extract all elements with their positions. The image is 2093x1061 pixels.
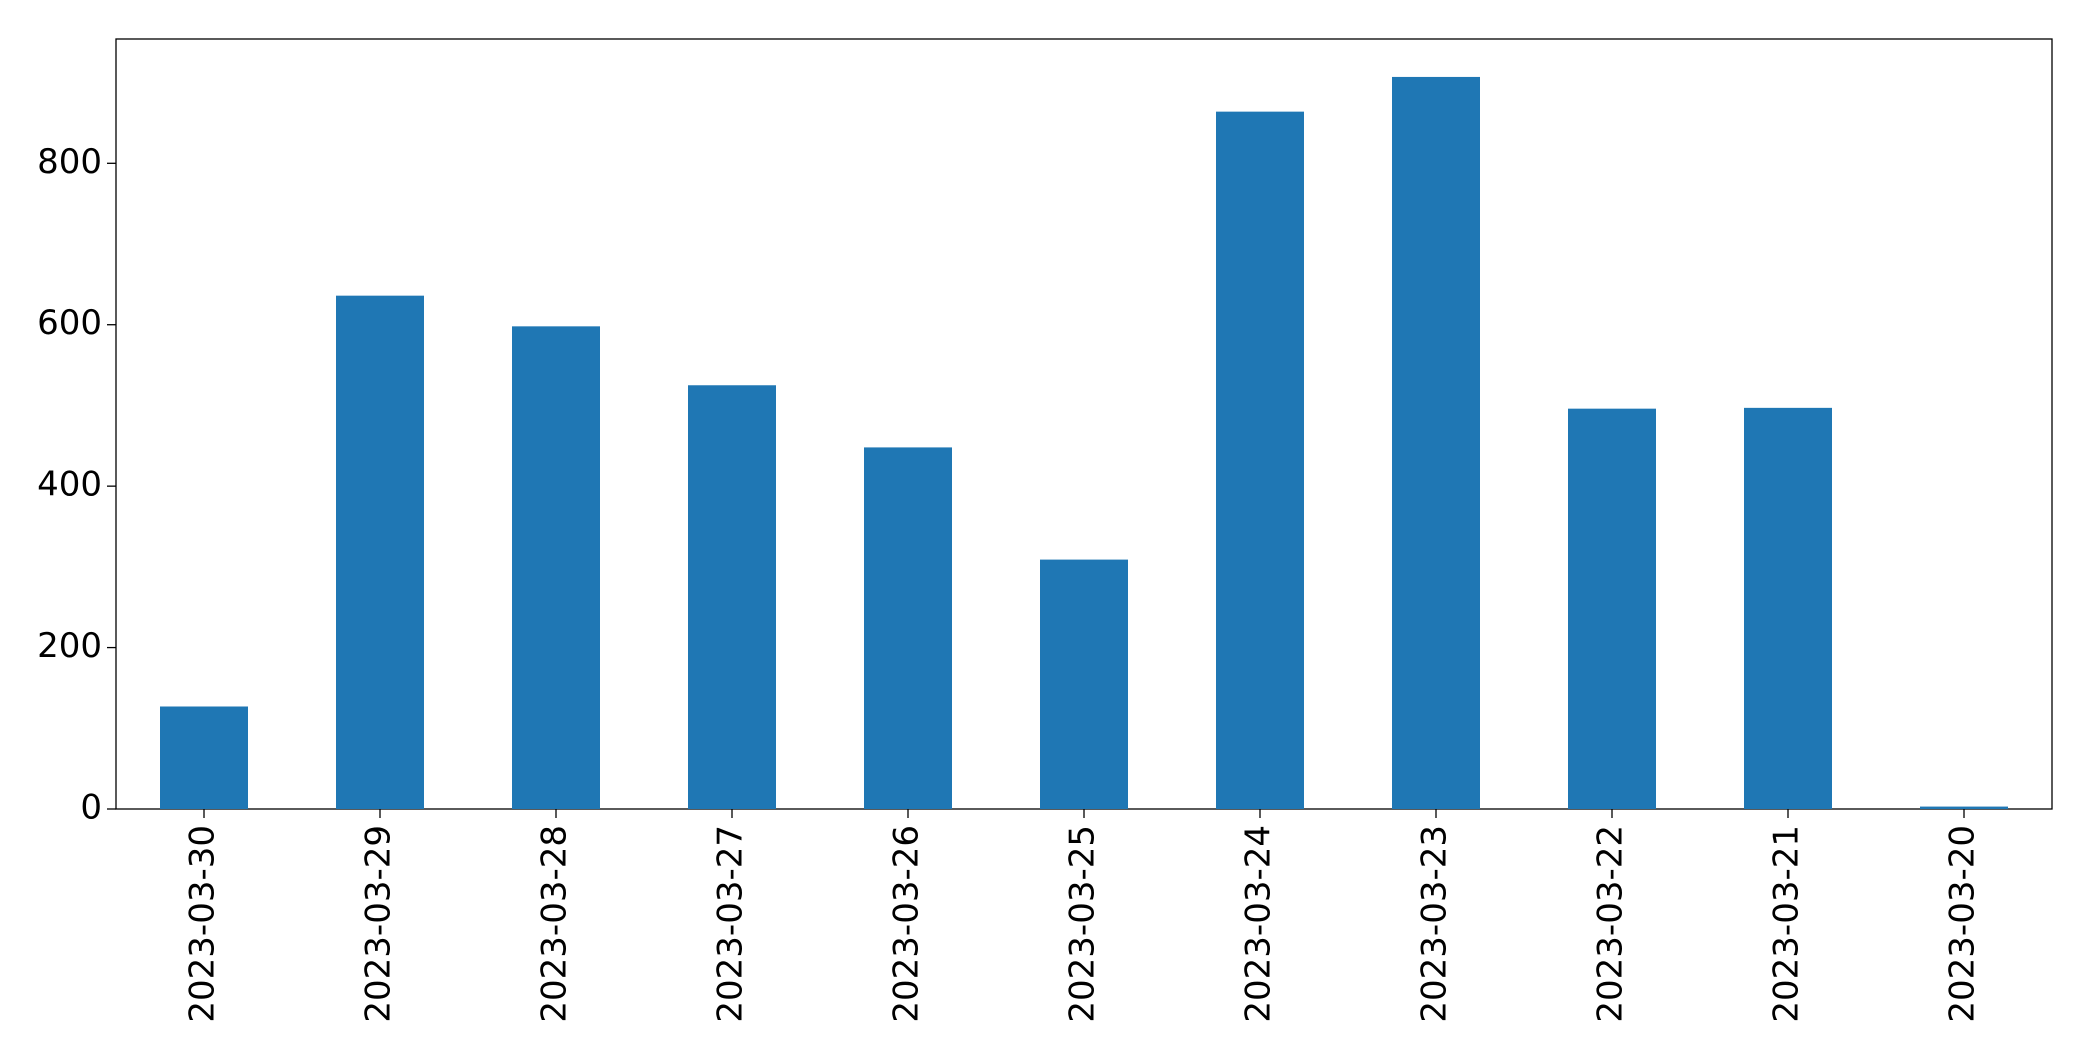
bar: [864, 447, 952, 809]
bar: [1920, 806, 2008, 809]
x-tick-label: 2023-03-23: [1415, 825, 1455, 1023]
y-tick-label: 600: [37, 303, 102, 343]
x-tick-label: 2023-03-22: [1591, 825, 1631, 1023]
x-tick-label: 2023-03-29: [359, 825, 399, 1023]
x-tick-label: 2023-03-26: [887, 825, 927, 1023]
bar: [160, 706, 248, 809]
x-tick-label: 2023-03-24: [1239, 825, 1279, 1023]
y-tick-label: 200: [37, 626, 102, 666]
y-tick-label: 400: [37, 465, 102, 505]
x-tick-label: 2023-03-25: [1063, 825, 1103, 1023]
x-tick-label: 2023-03-30: [183, 825, 223, 1023]
bar: [1568, 408, 1656, 809]
x-tick-label: 2023-03-27: [711, 825, 751, 1023]
bar: [688, 385, 776, 809]
bar: [512, 326, 600, 809]
x-tick-label: 2023-03-21: [1767, 825, 1807, 1023]
bar: [1040, 559, 1128, 809]
bar: [1744, 407, 1832, 809]
bar: [336, 295, 424, 810]
y-tick-label: 0: [80, 788, 102, 828]
x-tick-label: 2023-03-28: [535, 825, 575, 1023]
y-tick-label: 800: [37, 142, 102, 182]
x-tick-label: 2023-03-20: [1943, 825, 1983, 1023]
bar: [1392, 76, 1480, 810]
bar: [1216, 111, 1304, 810]
